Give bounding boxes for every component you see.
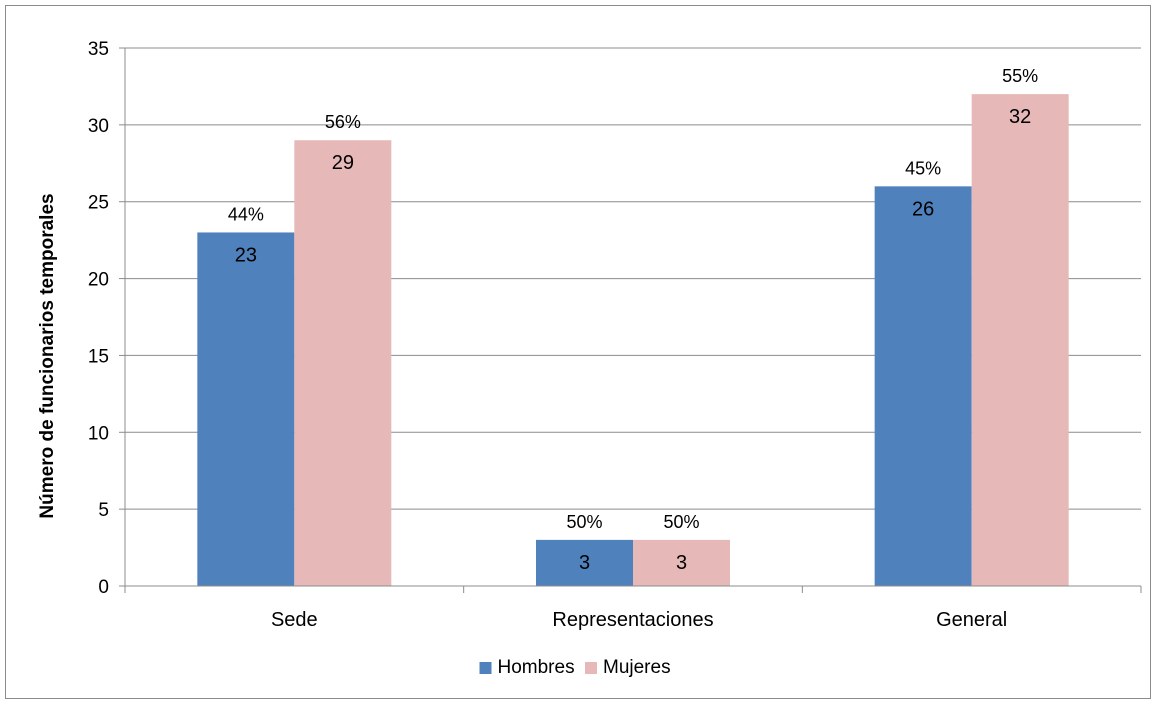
bars	[197, 94, 1069, 587]
data-label-value: 3	[579, 552, 590, 574]
legend-label-mujeres: Mujeres	[603, 657, 671, 678]
data-label-value: 32	[1009, 106, 1031, 128]
y-axis-ticks: 0 5 10 15 20 25 30 35	[88, 39, 125, 598]
legend-swatch-hombres	[479, 662, 492, 674]
x-tick-label: General	[936, 609, 1007, 631]
y-tick-label: 0	[98, 577, 109, 598]
bar-hombres	[536, 539, 633, 586]
bar-mujeres	[971, 94, 1069, 586]
y-tick-label: 5	[98, 500, 109, 521]
axes	[124, 48, 1142, 593]
data-label-percent: 56%	[325, 112, 361, 132]
data-label-value: 3	[676, 552, 687, 574]
bar-hombres	[874, 186, 972, 587]
data-label-percent: 55%	[1002, 66, 1038, 86]
x-axis-labels: Sede Representaciones General	[271, 609, 1007, 631]
data-label-percent: 44%	[228, 204, 264, 224]
x-tick-label: Representaciones	[552, 609, 713, 631]
y-tick-label: 30	[88, 116, 109, 137]
bar-mujeres	[294, 140, 392, 586]
data-label-value: 29	[332, 152, 354, 174]
data-label-percent: 50%	[663, 512, 699, 532]
data-label-percent: 50%	[566, 512, 602, 532]
bar-hombres	[197, 232, 295, 586]
y-tick-label: 20	[88, 270, 109, 291]
y-tick-label: 10	[88, 423, 109, 444]
x-tick-label: Sede	[271, 609, 318, 631]
data-label-value: 26	[912, 198, 934, 220]
y-axis-title: Número de funcionarios temporales	[37, 193, 58, 518]
y-tick-label: 25	[88, 193, 109, 214]
data-label-percent: 45%	[905, 158, 941, 178]
y-tick-label: 15	[88, 346, 109, 367]
legend-swatch-mujeres	[585, 662, 597, 674]
data-label-value: 23	[235, 244, 257, 266]
y-tick-label: 35	[88, 39, 109, 60]
data-labels: 23 44% 29 56% 3 50% 3 50% 26 45% 32 55%	[228, 66, 1038, 574]
bar-mujeres	[633, 539, 730, 586]
legend-label-hombres: Hombres	[498, 657, 575, 678]
legend: Hombres Mujeres	[479, 657, 671, 678]
